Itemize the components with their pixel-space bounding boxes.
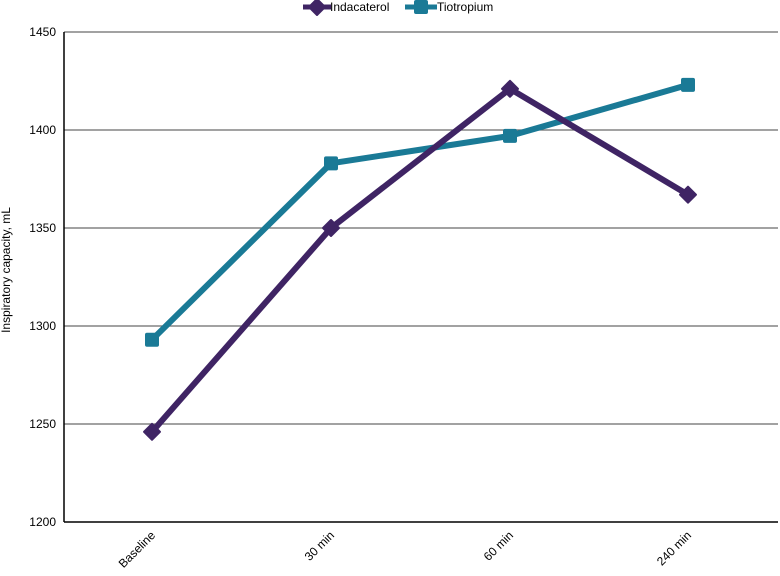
x-tick-label: 240 min (654, 528, 694, 568)
legend-marker (308, 0, 326, 16)
data-point-indacaterol (322, 219, 340, 237)
legend-item-indacaterol: Indacaterol (303, 0, 389, 16)
x-tick-label: Baseline (116, 528, 159, 571)
gridlines (64, 31, 778, 425)
series-indacaterol (143, 79, 697, 441)
data-point-indacaterol (143, 422, 161, 441)
series-lines (143, 77, 697, 441)
data-point-indacaterol (679, 185, 697, 204)
y-tick-labels: 1200 1250 1300 1350 1400 1450 (29, 25, 56, 529)
y-tick-label: 1250 (29, 417, 56, 431)
legend: Indacaterol Tiotropium (303, 0, 493, 16)
legend-item-tiotropium: Tiotropium (405, 0, 493, 14)
series-tiotropium (145, 77, 695, 347)
y-tick-label: 1300 (29, 319, 56, 333)
series-line-tiotropium (149, 81, 691, 343)
x-tick-label: 60 min (481, 528, 516, 563)
legend-marker (414, 0, 428, 14)
y-axis-title: Inspiratory capacity, mL (0, 207, 13, 333)
axes (63, 32, 778, 523)
data-point-tiotropium (324, 156, 338, 171)
data-point-indacaterol (501, 79, 519, 98)
data-point-tiotropium (503, 128, 517, 143)
y-tick-label: 1350 (29, 221, 56, 235)
legend-label: Indacaterol (330, 0, 389, 14)
y-tick-label: 1400 (29, 123, 56, 137)
x-tick-labels: Baseline 30 min 60 min 240 min (116, 528, 694, 571)
y-tick-label: 1450 (29, 25, 56, 39)
y-tick-label: 1200 (29, 515, 56, 529)
data-point-tiotropium (681, 77, 695, 92)
series-line-indacaterol (149, 85, 691, 435)
legend-label: Tiotropium (437, 0, 493, 14)
x-tick-label: 30 min (302, 528, 337, 563)
data-point-tiotropium (145, 332, 159, 347)
